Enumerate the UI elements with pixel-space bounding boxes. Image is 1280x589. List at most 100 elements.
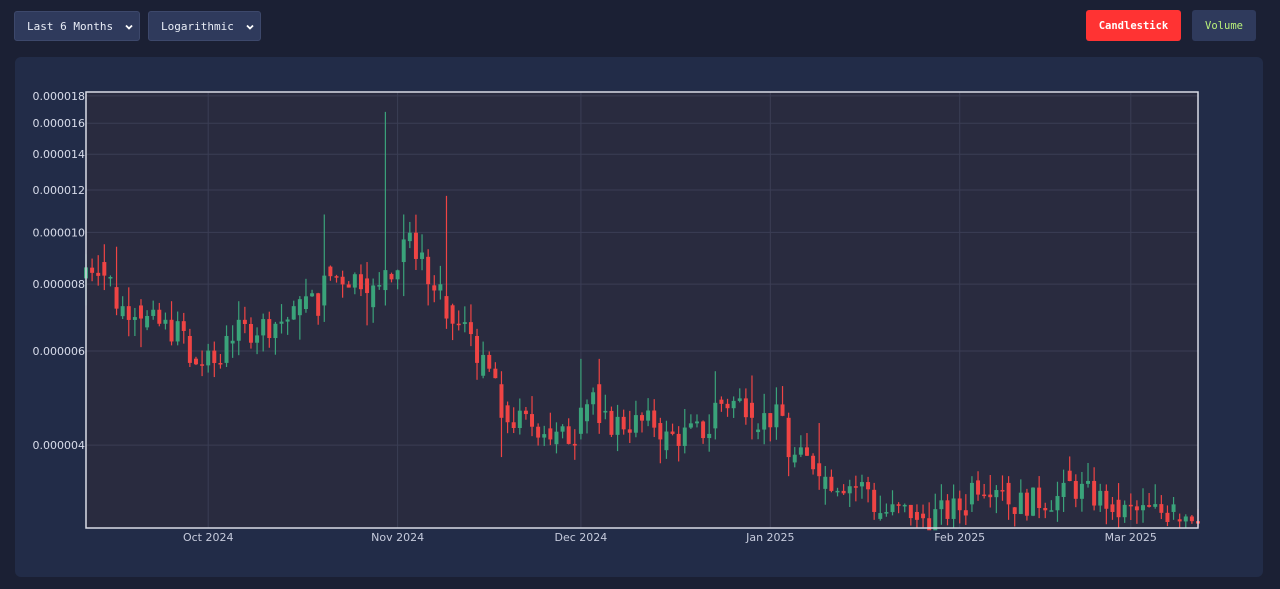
- candle-body-up: [542, 434, 547, 438]
- candle-body-down: [945, 500, 950, 519]
- candle-body-down: [927, 518, 932, 531]
- candle-body-down: [1134, 506, 1139, 511]
- candle-body-down: [1012, 507, 1017, 514]
- candle-body-down: [505, 405, 510, 423]
- candle-body-down: [90, 267, 95, 273]
- candle-body-up: [969, 482, 974, 505]
- candle-body-up: [151, 309, 156, 316]
- candle-body-down: [621, 416, 626, 430]
- candle-body-down: [982, 494, 987, 497]
- candle-body-down: [768, 413, 773, 428]
- y-tick-label: 0.000004: [33, 439, 86, 452]
- candle-body-up: [792, 454, 797, 463]
- candle-body-down: [921, 513, 926, 519]
- candlestick-button[interactable]: Candlestick: [1086, 10, 1181, 41]
- time-range-select[interactable]: Last 6 Months: [14, 11, 140, 41]
- candle-body-down: [976, 480, 981, 495]
- candle-body-down: [536, 426, 541, 438]
- candle-body-up: [682, 427, 687, 446]
- candle-body-up: [884, 512, 889, 514]
- candle-body-up: [261, 319, 266, 336]
- candle-body-down: [1043, 508, 1048, 511]
- scale-label: Logarithmic: [161, 19, 234, 33]
- candle-body-up: [236, 319, 241, 341]
- candle-body-down: [1177, 519, 1182, 522]
- candle-body-up: [1141, 505, 1145, 511]
- candle-body-down: [242, 319, 247, 325]
- candle-body-up: [285, 319, 290, 322]
- candle-body-up: [175, 321, 180, 342]
- candle-body-up: [517, 410, 522, 429]
- plot-area: [86, 92, 1198, 528]
- candle-body-up: [291, 306, 296, 320]
- time-range-label: Last 6 Months: [27, 19, 114, 33]
- candle-body-down: [511, 422, 516, 429]
- candle-body-down: [1037, 487, 1042, 509]
- candle-body-up: [255, 335, 260, 343]
- candle-body-up: [1183, 516, 1188, 522]
- candle-body-down: [126, 306, 131, 320]
- x-tick-label: Jan 2025: [745, 531, 794, 544]
- candle-body-down: [1189, 516, 1194, 522]
- candle-body-down: [866, 482, 871, 490]
- candle-body-down: [96, 272, 101, 276]
- candle-body-down: [267, 319, 272, 339]
- x-tick-label: Dec 2024: [555, 531, 608, 544]
- candle-body-up: [554, 431, 559, 445]
- candle-body-up: [578, 407, 583, 434]
- candle-body-up: [481, 354, 486, 376]
- candlestick-chart: 0.000004 0.000006 0.000008 0.000010 0.000012…: [33, 90, 1200, 544]
- candle-body-down: [248, 324, 253, 343]
- candle-body-up: [206, 350, 211, 366]
- candle-body-up: [847, 486, 852, 494]
- candle-body-up: [438, 284, 443, 291]
- candle-body-down: [1128, 504, 1133, 507]
- candle-body-up: [462, 322, 467, 324]
- candle-body-down: [914, 511, 919, 520]
- candle-body-up: [120, 306, 125, 317]
- candle-body-down: [749, 402, 754, 418]
- scale-select[interactable]: Logarithmic: [148, 11, 261, 41]
- candle-body-down: [316, 293, 321, 316]
- candle-body-up: [737, 398, 742, 401]
- volume-button[interactable]: Volume: [1192, 10, 1256, 41]
- y-tick-label: 0.000006: [33, 345, 86, 358]
- candle-body-down: [468, 322, 473, 335]
- candle-body-up: [352, 274, 357, 288]
- candle-body-up: [132, 317, 137, 320]
- candle-body-up: [756, 429, 761, 433]
- candle-body-up: [951, 498, 956, 519]
- candle-body-down: [1092, 480, 1097, 506]
- candle-body-up: [933, 509, 938, 531]
- candle-body-down: [523, 410, 528, 415]
- candle-body-up: [731, 400, 736, 409]
- plot-frame: [85, 91, 1199, 529]
- candle-body-up: [1171, 504, 1176, 512]
- candle-body-down: [358, 274, 363, 290]
- candle-body-up: [994, 490, 999, 498]
- candle-body-down: [212, 350, 217, 364]
- candle-body-down: [181, 321, 186, 331]
- chevron-down-icon: [125, 24, 133, 30]
- candle-body-down: [597, 384, 602, 424]
- candle-body-down: [200, 364, 205, 366]
- y-tick-label: 0.000012: [33, 184, 86, 197]
- candle-body-down: [450, 305, 455, 324]
- candle-body-up: [902, 504, 907, 507]
- candle-body-down: [187, 336, 192, 363]
- y-tick-label: 0.000008: [33, 278, 86, 291]
- candle-body-down: [218, 363, 223, 365]
- candle-body-down: [817, 463, 822, 477]
- candle-body-up: [273, 323, 278, 339]
- candle-body-down: [432, 285, 437, 291]
- candle-body-up: [1086, 480, 1091, 484]
- candle-body-up: [774, 404, 779, 428]
- candle-body-up: [371, 285, 376, 308]
- candle-body-down: [346, 284, 351, 288]
- candle-body-down: [719, 399, 724, 404]
- candle-body-up: [695, 421, 699, 424]
- candle-body-down: [1000, 490, 1005, 492]
- x-tick-label: Feb 2025: [934, 531, 985, 544]
- candle-body-up: [1018, 492, 1023, 514]
- candle-body-up: [890, 504, 895, 513]
